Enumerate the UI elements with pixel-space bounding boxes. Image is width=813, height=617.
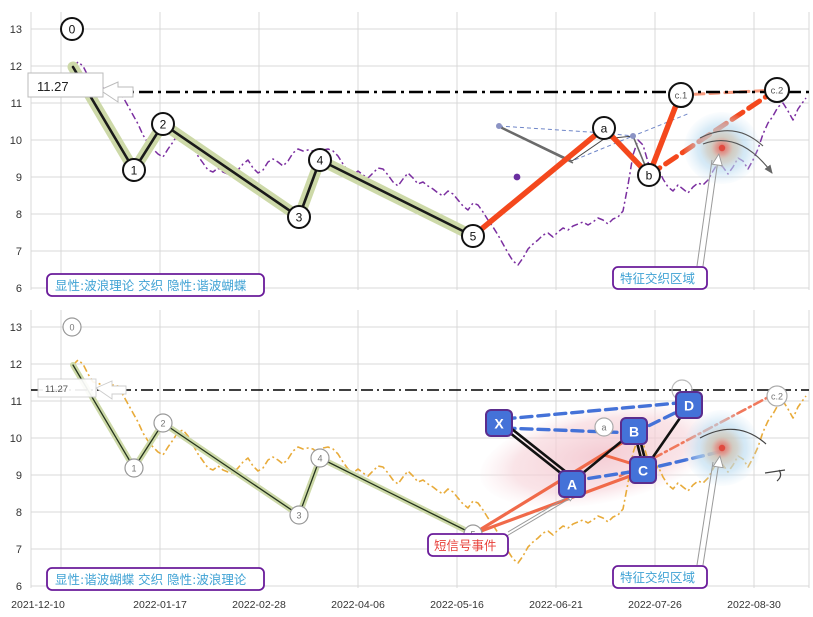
yaxis-tick-12-top: 12 <box>10 61 22 73</box>
xabcd-node-B-label: B <box>629 424 639 440</box>
yaxis-tick-9-bottom: 9 <box>16 470 22 482</box>
xaxis-tick-4: 2022-05-16 <box>430 599 484 611</box>
annotation-feature-zone-top[interactable]: 特征交织区域 <box>612 266 708 290</box>
svg-text:1: 1 <box>131 464 136 474</box>
wave-node-3: 3 <box>287 205 311 229</box>
xaxis-tick-0: 2021-12-10 <box>11 599 65 611</box>
yaxis-tick-9-top: 9 <box>16 172 22 184</box>
yaxis-tick-8-top: 8 <box>16 209 22 221</box>
xabcd-node-A: A <box>558 470 586 498</box>
annotation-short-signal-event-text: 短信号事件 <box>434 538 497 553</box>
wave-node-c1-label: c.1 <box>675 91 688 102</box>
elliott-wave-top <box>67 61 479 242</box>
hline-label-top: 11.27 <box>27 72 134 103</box>
callout-arrows-bottom <box>504 462 719 566</box>
wave-node-3-label: 3 <box>296 211 303 225</box>
wave-node-2-bottom: 2 <box>153 413 173 433</box>
wave-node-c2-label: c.2 <box>771 86 784 97</box>
elliott-wave-bottom <box>70 362 476 537</box>
xaxis-tick-1: 2022-01-17 <box>133 599 187 611</box>
wave-nodes-top: 0 1 2 3 4 5 a b c.1 c.2 <box>60 17 790 248</box>
yaxis-top: 13 12 11 10 9 8 7 6 <box>10 24 22 295</box>
wave-node-4: 4 <box>308 148 332 172</box>
wave-node-b-label: b <box>646 169 653 183</box>
wave-node-2: 2 <box>151 112 175 136</box>
wave-node-a: a <box>592 116 616 140</box>
hline-value-top: 11.27 <box>37 79 69 94</box>
wave-node-0-label: 0 <box>69 23 76 37</box>
xabcd-nodes-bottom: X A B C D <box>485 391 703 498</box>
yaxis-tick-7-top: 7 <box>16 246 22 258</box>
feature-zone-top <box>684 112 773 184</box>
xabcd-node-C-label: C <box>638 463 648 479</box>
svg-text:2: 2 <box>160 419 165 429</box>
xaxis-tick-3: 2022-04-06 <box>331 599 385 611</box>
wave-node-4-label: 4 <box>317 154 324 168</box>
xaxis-tick-6: 2022-07-26 <box>628 599 682 611</box>
xabcd-node-A-label: A <box>567 477 577 493</box>
legend-bottom-text: 显性:谐波蝴蝶 交织 隐性:波浪理论 <box>55 572 247 587</box>
wave-node-1-label: 1 <box>131 164 138 178</box>
wave-node-4-bottom: 4 <box>310 448 330 468</box>
yaxis-tick-12-bottom: 12 <box>10 359 22 371</box>
legend-top[interactable]: 显性:波浪理论 交织 隐性:谐波蝴蝶 <box>46 273 265 297</box>
hline-label-bottom: 11.27 <box>37 378 127 400</box>
annotation-feature-zone-top-text: 特征交织区域 <box>620 271 695 286</box>
annotation-feature-zone-bottom[interactable]: 特征交织区域 <box>612 565 708 589</box>
yaxis-tick-13-top: 13 <box>10 24 22 36</box>
price-series-bottom <box>72 359 807 564</box>
wave-node-b: b <box>637 163 661 187</box>
feature-zone-callout-arrow-top <box>696 160 718 267</box>
wave-node-c2-bottom: c.2 <box>766 385 788 407</box>
wave-node-0-bottom: 0 <box>62 317 82 337</box>
yaxis-tick-10-bottom: 10 <box>10 433 22 445</box>
yaxis-tick-11-top: 11 <box>11 98 22 110</box>
legend-bottom[interactable]: 显性:谐波蝴蝶 交织 隐性:波浪理论 <box>46 567 265 591</box>
xabcd-node-X: X <box>485 409 513 437</box>
xaxis-tick-7: 2022-08-30 <box>727 599 781 611</box>
wave-node-c1: c.1 <box>668 82 694 108</box>
xabcd-node-D-label: D <box>684 398 694 414</box>
yaxis-tick-13-bottom: 13 <box>10 322 22 334</box>
svg-text:a: a <box>601 423 606 433</box>
yaxis-tick-8-bottom: 8 <box>16 507 22 519</box>
svg-text:0: 0 <box>69 323 74 333</box>
legend-top-text: 显性:波浪理论 交织 隐性:谐波蝴蝶 <box>55 278 247 293</box>
xaxis-tick-2: 2022-02-28 <box>232 599 286 611</box>
wave-node-0: 0 <box>60 17 84 41</box>
feature-zone-bottom <box>684 410 786 486</box>
xabcd-node-X-label: X <box>494 416 504 432</box>
yaxis-tick-6-bottom: 6 <box>16 581 22 593</box>
xaxis-tick-5: 2022-06-21 <box>529 599 583 611</box>
yaxis-tick-6-top: 6 <box>16 283 22 295</box>
wave-node-2-label: 2 <box>160 118 167 132</box>
hline-value-bottom: 11.27 <box>45 384 68 395</box>
wave-node-5-label: 5 <box>470 230 477 244</box>
svg-text:3: 3 <box>296 511 301 521</box>
yaxis-tick-11-bottom: 11 <box>11 396 22 408</box>
svg-text:c.2: c.2 <box>771 392 783 402</box>
yaxis-tick-10-top: 10 <box>10 135 22 147</box>
wave-node-c2: c.2 <box>764 77 790 103</box>
wave-node-3-bottom: 3 <box>289 505 309 525</box>
wave-node-5: 5 <box>461 224 485 248</box>
xaxis-labels: 2021-12-10 2022-01-17 2022-02-28 2022-04… <box>11 599 781 611</box>
xabcd-node-C: C <box>629 456 657 484</box>
xabcd-node-B: B <box>620 417 648 445</box>
wave-node-a-label: a <box>601 122 608 136</box>
yaxis-bottom: 13 12 11 10 9 8 7 6 <box>10 322 22 593</box>
wave-node-1-bottom: 1 <box>124 458 144 478</box>
annotation-short-signal-event[interactable]: 短信号事件 <box>427 533 509 557</box>
svg-text:4: 4 <box>317 454 322 464</box>
annotation-feature-zone-bottom-text: 特征交织区域 <box>620 570 695 585</box>
bottom-panel-grid <box>30 310 810 588</box>
top-panel-grid <box>30 12 810 290</box>
wave-node-a-bottom: a <box>594 417 614 437</box>
xabcd-node-D: D <box>675 391 703 419</box>
yaxis-tick-7-bottom: 7 <box>16 544 22 556</box>
wave-node-1: 1 <box>122 158 146 182</box>
